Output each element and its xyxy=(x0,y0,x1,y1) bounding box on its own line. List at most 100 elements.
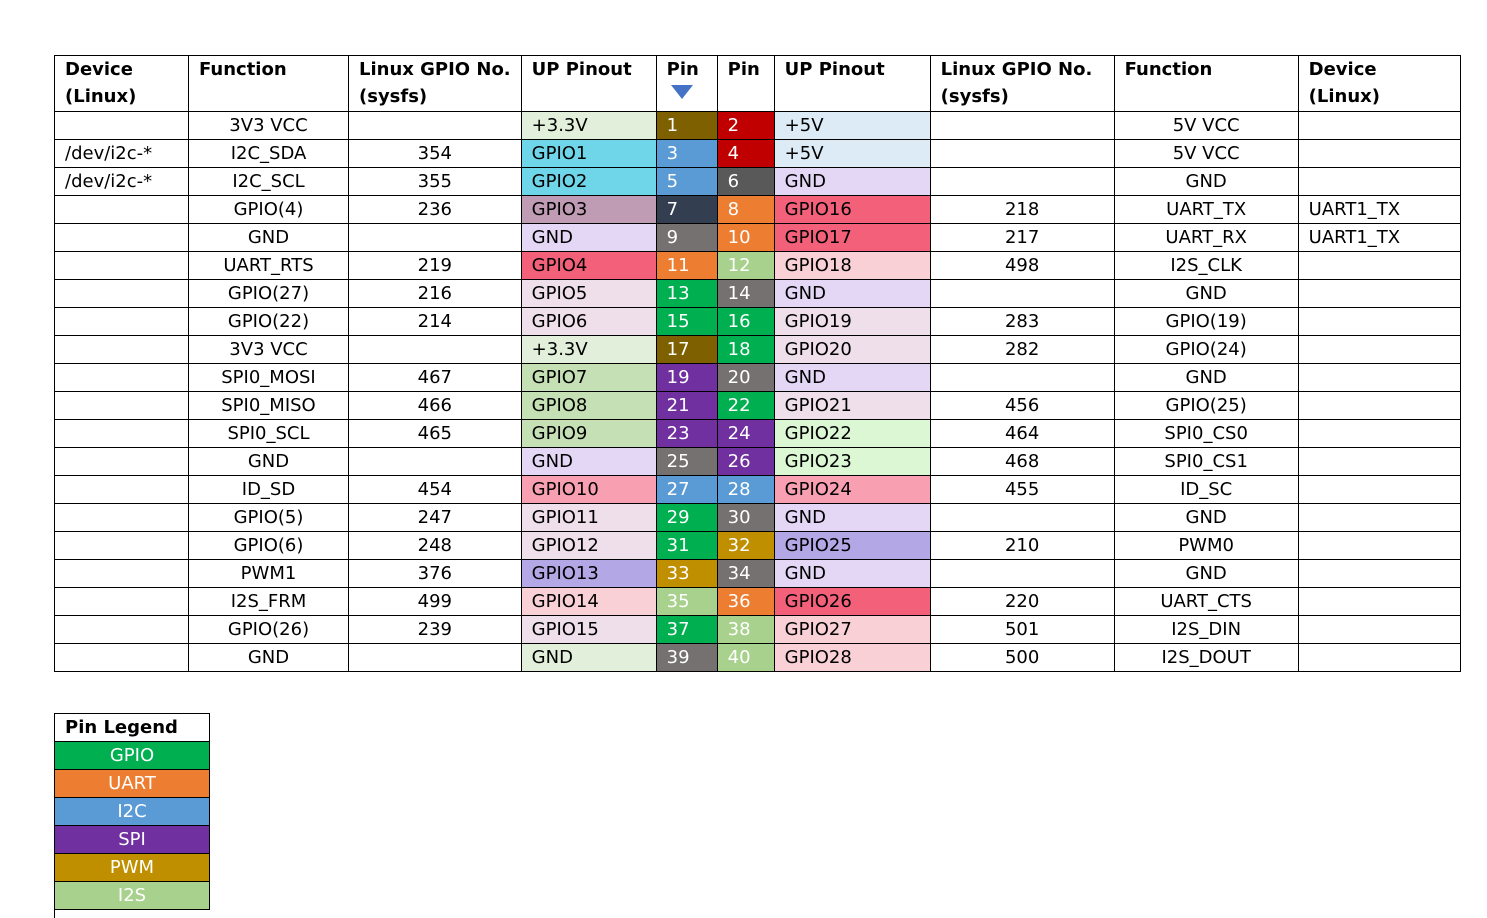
table-row: /dev/i2c-* I2C_SDA 354 GPIO1 3 4 +5V 5V VCC xyxy=(54,139,1461,168)
pin-number-right: 24 xyxy=(716,419,775,448)
up-pinout-right: +5V xyxy=(773,139,931,168)
sysfs-right xyxy=(929,559,1115,588)
pin-number-right: 40 xyxy=(716,643,775,672)
up-pinout-right: GND xyxy=(773,279,931,308)
pin-number-left: 21 xyxy=(655,391,718,420)
pin-number-right: 16 xyxy=(716,307,775,336)
pin-number-left: 25 xyxy=(655,447,718,476)
pin-number-left: 13 xyxy=(655,279,718,308)
device-left xyxy=(54,503,189,532)
pin-number-right: 2 xyxy=(716,111,775,140)
table-row: 3V3 VCC +3.3V 1 2 +5V 5V VCC xyxy=(54,111,1461,140)
function-right: PWM0 xyxy=(1113,531,1299,560)
device-left xyxy=(54,363,189,392)
up-pinout-right: GPIO24 xyxy=(773,475,931,504)
function-right: GND xyxy=(1113,559,1299,588)
pin-number-right: 30 xyxy=(716,503,775,532)
table-row: 3V3 VCC +3.3V 17 18 GPIO20 282 GPIO(24) xyxy=(54,335,1461,364)
function-right: I2S_DIN xyxy=(1113,615,1299,644)
pin-number-left: 5 xyxy=(655,167,718,196)
header-pin-left: Pin xyxy=(655,55,718,112)
device-right xyxy=(1297,251,1461,280)
pin-number-left: 7 xyxy=(655,195,718,224)
legend-item-pwm: PWM xyxy=(54,853,210,882)
function-left: I2S_FRM xyxy=(188,587,349,616)
table-row: GND GND 25 26 GPIO23 468 SPI0_CS1 xyxy=(54,447,1461,476)
device-left: /dev/i2c-* xyxy=(54,139,189,168)
function-right: I2S_CLK xyxy=(1113,251,1299,280)
device-right xyxy=(1297,531,1461,560)
up-pinout-right: GPIO26 xyxy=(773,587,931,616)
sysfs-right: 220 xyxy=(929,587,1115,616)
sysfs-left: 499 xyxy=(348,587,522,616)
up-pinout-right: GPIO16 xyxy=(773,195,931,224)
function-right: GPIO(25) xyxy=(1113,391,1299,420)
pin-number-left: 3 xyxy=(655,139,718,168)
device-right xyxy=(1297,139,1461,168)
table-row: /dev/i2c-* I2C_SCL 355 GPIO2 5 6 GND GND xyxy=(54,167,1461,196)
device-left xyxy=(54,223,189,252)
up-pinout-left: GPIO7 xyxy=(520,363,657,392)
device-right: UART1_TX xyxy=(1297,195,1461,224)
device-right xyxy=(1297,279,1461,308)
legend-item-spi: SPI xyxy=(54,825,210,854)
table-row: GPIO(22) 214 GPIO6 15 16 GPIO19 283 GPIO(19) xyxy=(54,307,1461,336)
pin-number-left: 11 xyxy=(655,251,718,280)
function-right: I2S_DOUT xyxy=(1113,643,1299,672)
device-right xyxy=(1297,391,1461,420)
up-pinout-right: +5V xyxy=(773,111,931,140)
device-right xyxy=(1297,335,1461,364)
function-left: GPIO(6) xyxy=(188,531,349,560)
device-left xyxy=(54,251,189,280)
device-right xyxy=(1297,419,1461,448)
pin-legend: Pin Legend GPIO UART I2C SPI PWM I2S xyxy=(54,713,210,910)
pin-number-left: 17 xyxy=(655,335,718,364)
up-pinout-right: GND xyxy=(773,559,931,588)
pin-number-left: 27 xyxy=(655,475,718,504)
sysfs-right xyxy=(929,503,1115,532)
function-right: GPIO(24) xyxy=(1113,335,1299,364)
table-row: GND GND 39 40 GPIO28 500 I2S_DOUT xyxy=(54,643,1461,672)
sysfs-right: 283 xyxy=(929,307,1115,336)
up-pinout-left: GPIO12 xyxy=(520,531,657,560)
pin-number-left: 35 xyxy=(655,587,718,616)
pin-number-left: 23 xyxy=(655,419,718,448)
up-pinout-right: GND xyxy=(773,167,931,196)
up-pinout-left: GPIO11 xyxy=(520,503,657,532)
sysfs-right xyxy=(929,139,1115,168)
up-pinout-right: GPIO22 xyxy=(773,419,931,448)
up-pinout-left: GPIO1 xyxy=(520,139,657,168)
sysfs-left: 466 xyxy=(348,391,522,420)
sysfs-left xyxy=(348,111,522,140)
device-left xyxy=(54,335,189,364)
pin-number-right: 12 xyxy=(716,251,775,280)
pin-number-left: 39 xyxy=(655,643,718,672)
device-left xyxy=(54,279,189,308)
pin-number-right: 8 xyxy=(716,195,775,224)
table-row: SPI0_SCL 465 GPIO9 23 24 GPIO22 464 SPI0_CS0 xyxy=(54,419,1461,448)
sysfs-left xyxy=(348,223,522,252)
sysfs-left: 354 xyxy=(348,139,522,168)
device-right xyxy=(1297,503,1461,532)
pin-number-left: 29 xyxy=(655,503,718,532)
function-right: GND xyxy=(1113,279,1299,308)
device-right xyxy=(1297,559,1461,588)
legend-item-uart: UART xyxy=(54,769,210,798)
pin-number-left: 1 xyxy=(655,111,718,140)
function-left: SPI0_SCL xyxy=(188,419,349,448)
device-right: UART1_TX xyxy=(1297,223,1461,252)
function-left: PWM1 xyxy=(188,559,349,588)
table-row: GPIO(6) 248 GPIO12 31 32 GPIO25 210 PWM0 xyxy=(54,531,1461,560)
up-pinout-right: GPIO17 xyxy=(773,223,931,252)
pin-number-right: 38 xyxy=(716,615,775,644)
device-right xyxy=(1297,307,1461,336)
device-left xyxy=(54,419,189,448)
up-pinout-left: GPIO14 xyxy=(520,587,657,616)
device-left xyxy=(54,587,189,616)
pin-number-right: 22 xyxy=(716,391,775,420)
header-function-right: Function xyxy=(1113,55,1299,112)
function-right: GND xyxy=(1113,363,1299,392)
device-right xyxy=(1297,587,1461,616)
pin-number-right: 36 xyxy=(716,587,775,616)
sysfs-right: 218 xyxy=(929,195,1115,224)
